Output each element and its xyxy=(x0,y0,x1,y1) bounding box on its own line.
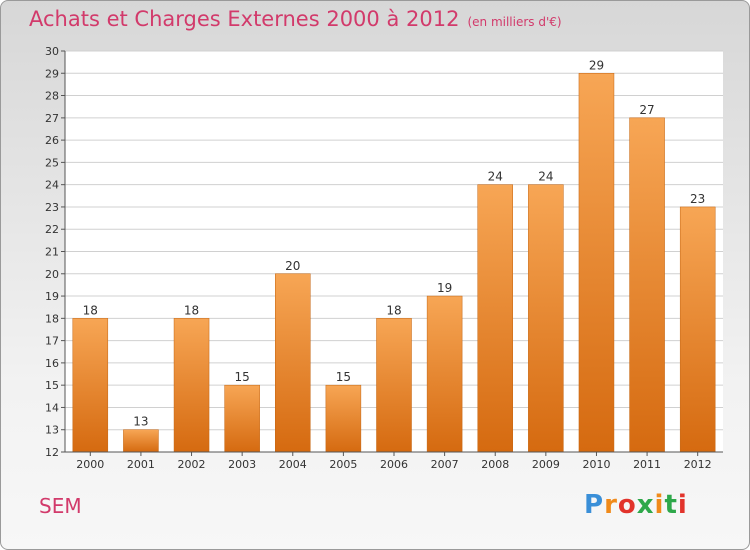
y-tick-label: 15 xyxy=(45,379,59,392)
logo-letter: t xyxy=(664,490,678,520)
y-tick-label: 25 xyxy=(45,156,59,169)
bar-2007 xyxy=(426,295,463,453)
y-tick-label: 23 xyxy=(45,201,59,214)
x-tick-label: 2003 xyxy=(228,458,256,471)
y-tick-label: 18 xyxy=(45,312,59,325)
bar-2002 xyxy=(173,318,210,453)
logo-letter: r xyxy=(604,490,618,520)
chart-title: Achats et Charges Externes 2000 à 2012 (e… xyxy=(29,7,562,31)
bar-2011 xyxy=(629,117,665,453)
x-tick-label: 2007 xyxy=(431,458,459,471)
bar-2012 xyxy=(679,206,716,453)
data-label-2011: 27 xyxy=(639,103,654,117)
y-tick-label: 26 xyxy=(45,134,59,147)
y-tick-label: 13 xyxy=(45,424,59,437)
x-tick-label: 2009 xyxy=(532,458,560,471)
y-tick-label: 12 xyxy=(45,446,59,459)
x-tick-label: 2004 xyxy=(279,458,307,471)
data-label-2008: 24 xyxy=(488,170,503,184)
data-label-2012: 23 xyxy=(690,192,705,206)
bar-2005 xyxy=(325,384,362,453)
bar-2001 xyxy=(123,429,159,453)
x-tick-label: 2006 xyxy=(380,458,408,471)
y-tick-label: 22 xyxy=(45,223,59,236)
y-tick-label: 27 xyxy=(45,112,59,125)
y-tick-label: 14 xyxy=(45,401,59,414)
y-tick-label: 28 xyxy=(45,90,59,103)
bar-2004 xyxy=(275,273,311,453)
logo-letter: x xyxy=(636,490,655,520)
data-label-2004: 20 xyxy=(285,259,300,273)
x-tick-label: 2000 xyxy=(76,458,104,471)
bar-2009 xyxy=(528,184,564,453)
y-tick-label: 30 xyxy=(45,45,59,58)
y-tick-label: 24 xyxy=(45,179,59,192)
chart-title-main: Achats et Charges Externes 2000 à 2012 xyxy=(29,7,460,31)
y-tick-label: 16 xyxy=(45,357,59,370)
x-tick-label: 2001 xyxy=(127,458,155,471)
data-label-2009: 24 xyxy=(538,170,553,184)
x-tick-label: 2008 xyxy=(481,458,509,471)
data-label-2005: 15 xyxy=(336,370,351,384)
y-tick-label: 17 xyxy=(45,335,59,348)
y-tick-label: 20 xyxy=(45,268,59,281)
y-tick-label: 21 xyxy=(45,246,59,259)
x-tick-label: 2010 xyxy=(582,458,610,471)
bar-2010 xyxy=(578,73,615,453)
y-tick-label: 19 xyxy=(45,290,59,303)
proxiti-logo: Proxiti xyxy=(584,490,688,520)
data-label-2001: 13 xyxy=(133,415,148,429)
bar-2006 xyxy=(376,318,412,453)
data-label-2007: 19 xyxy=(437,281,452,295)
data-label-2003: 15 xyxy=(235,370,250,384)
x-tick-label: 2012 xyxy=(684,458,712,471)
logo-letter: o xyxy=(617,490,637,520)
bar-2000 xyxy=(72,318,109,453)
bar-2008 xyxy=(477,184,513,453)
data-label-2000: 18 xyxy=(83,303,98,317)
y-tick-label: 29 xyxy=(45,67,59,80)
x-tick-label: 2002 xyxy=(178,458,206,471)
data-label-2002: 18 xyxy=(184,303,199,317)
bar-2003 xyxy=(224,384,260,453)
x-tick-label: 2005 xyxy=(329,458,357,471)
x-tick-label: 2011 xyxy=(633,458,661,471)
data-label-2006: 18 xyxy=(386,303,401,317)
logo-letter: i xyxy=(654,490,665,520)
entity-label: SEM xyxy=(39,494,82,518)
logo-letter: P xyxy=(584,490,605,520)
logo-letter: i xyxy=(677,490,688,520)
data-label-2010: 29 xyxy=(589,58,604,72)
chart-title-unit: (en milliers d'€) xyxy=(467,15,562,29)
